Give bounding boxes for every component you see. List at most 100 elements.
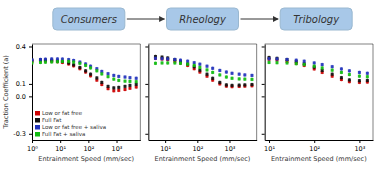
- point: [218, 69, 221, 72]
- error-bar: [277, 57, 278, 60]
- error-bar: [251, 74, 252, 77]
- error-bar: [180, 62, 181, 65]
- tick-mark: [197, 140, 198, 143]
- point: [44, 61, 47, 64]
- frame: [140, 44, 141, 140]
- tick: 0.0: [16, 93, 32, 101]
- tick-mark: [145, 134, 148, 135]
- point: [276, 57, 279, 60]
- legend-entry: Low or fat free: [35, 110, 83, 116]
- point: [186, 63, 189, 66]
- error-bar: [269, 57, 270, 60]
- x-axis-title: Entrainment Speed (mm/sec): [38, 155, 134, 163]
- x-axis: 10¹10²10³: [264, 140, 373, 153]
- arrow: [241, 19, 279, 20]
- header: ConsumersRheologyTribology: [53, 8, 352, 30]
- error-bar: [174, 58, 175, 61]
- point: [179, 62, 182, 65]
- error-bar: [51, 57, 52, 60]
- point: [124, 85, 127, 88]
- error-bar: [219, 73, 220, 76]
- error-bar: [304, 59, 305, 62]
- error-bar: [304, 64, 305, 67]
- point: [295, 62, 298, 65]
- tick: [262, 84, 265, 85]
- error-bar: [162, 61, 163, 64]
- chart: 10⁰10¹10²10³-0.30.00.10.4Entrainment Spe…: [0, 0, 378, 177]
- point: [61, 61, 64, 64]
- error-bar: [101, 81, 102, 84]
- point: [303, 63, 306, 66]
- point: [100, 72, 103, 75]
- error-bar: [167, 56, 168, 59]
- point: [32, 58, 34, 61]
- error-bar: [359, 74, 360, 77]
- error-bar: [367, 72, 368, 75]
- series: [32, 58, 138, 90]
- point: [32, 61, 34, 64]
- legend-label: Low or fat free + saliva: [42, 124, 106, 130]
- point: [348, 73, 351, 76]
- series: [154, 61, 253, 81]
- error-bar: [244, 77, 245, 80]
- error-bar: [155, 62, 156, 65]
- point: [358, 71, 361, 74]
- x-axis-title: Entrainment Speed (mm/sec): [155, 155, 251, 163]
- tick-mark: [117, 140, 118, 143]
- error-bar: [90, 66, 91, 69]
- tick: -0.3: [13, 130, 32, 138]
- tick-label: 0.4: [16, 43, 26, 51]
- point: [276, 57, 279, 60]
- point: [276, 61, 279, 64]
- error-bar: [136, 77, 137, 80]
- point: [313, 61, 316, 64]
- tick: 0.4: [16, 43, 32, 51]
- error-bar: [219, 69, 220, 72]
- error-bar: [155, 57, 156, 60]
- tick-label: 10¹: [160, 145, 171, 153]
- x-axis-line: [33, 140, 141, 141]
- tick-mark: [262, 46, 265, 47]
- point: [286, 58, 289, 61]
- point: [231, 84, 234, 87]
- error-bar: [113, 74, 114, 77]
- error-bar: [125, 88, 126, 91]
- tick-mark: [29, 96, 32, 97]
- frame: [373, 44, 374, 140]
- error-bar: [244, 83, 245, 86]
- error-bar: [341, 71, 342, 74]
- point: [112, 89, 115, 92]
- tick-mark: [88, 140, 89, 143]
- series: [32, 57, 138, 80]
- point: [206, 73, 209, 76]
- point: [89, 66, 92, 69]
- point: [366, 72, 369, 75]
- panel: 10¹10²10³Entrainment Speed (mm/sec): [145, 44, 257, 163]
- point: [78, 66, 81, 69]
- error-bar: [40, 58, 41, 61]
- y-axis-title: Traction Coefficient (a): [2, 55, 10, 130]
- error-bar: [322, 63, 323, 66]
- error-bar: [359, 79, 360, 82]
- point: [225, 83, 228, 86]
- tick-label: 10²: [309, 145, 320, 153]
- error-bar: [118, 75, 119, 78]
- point: [72, 61, 75, 64]
- point: [268, 57, 271, 60]
- error-bar: [62, 60, 63, 63]
- tick-label: 10¹: [55, 145, 66, 153]
- error-bar: [332, 68, 333, 71]
- series: [268, 61, 369, 79]
- point: [89, 73, 92, 76]
- annotation: Consumers: [61, 14, 117, 25]
- error-bar: [162, 57, 163, 60]
- point: [303, 60, 306, 63]
- point: [286, 61, 289, 64]
- y-axis: [262, 45, 266, 141]
- tick: 10²: [83, 140, 94, 153]
- tick: 10¹: [264, 140, 275, 153]
- error-bar: [174, 58, 175, 61]
- point: [211, 67, 214, 70]
- x-axis: 10⁰10¹10²10³: [27, 140, 141, 153]
- point: [340, 67, 343, 70]
